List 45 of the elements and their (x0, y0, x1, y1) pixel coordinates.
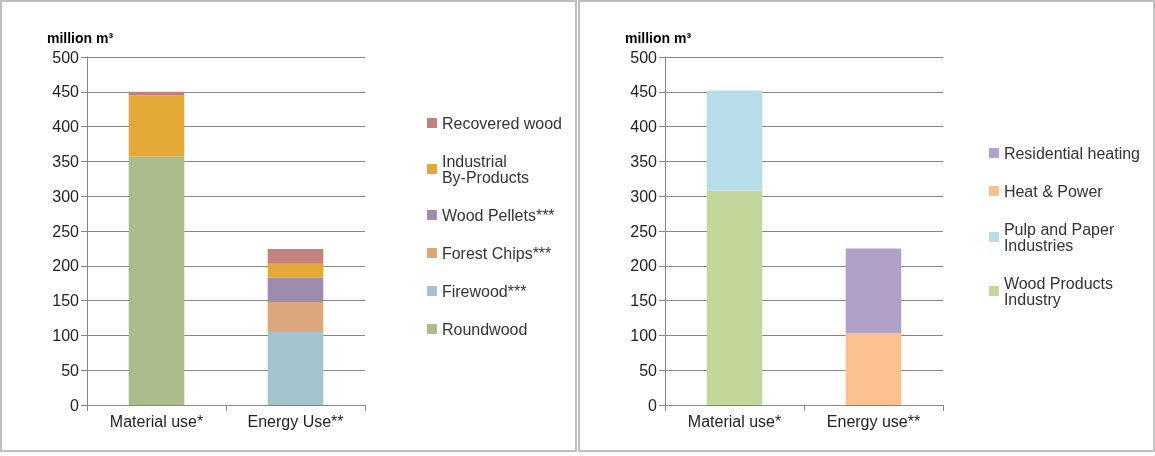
legend-label: Recovered wood (441, 114, 563, 132)
legend-label: Residential heating (1003, 144, 1140, 162)
y-tick-label: 50 (61, 361, 80, 379)
y-tick-label: 200 (52, 257, 80, 275)
bar (267, 249, 324, 264)
y-tick-label: 0 (648, 396, 658, 414)
legend-label: Wood Products Industry (1003, 274, 1118, 308)
y-tick-label: 150 (630, 292, 658, 310)
y-tick-label: 500 (630, 48, 658, 66)
y-tick-label: 300 (52, 187, 80, 205)
legend-label: Heat & Power (1003, 182, 1104, 200)
bar (128, 95, 185, 157)
y-tick-label: 400 (52, 118, 80, 136)
y-tick-label: 150 (52, 292, 80, 310)
y-tick-label: 350 (52, 152, 80, 170)
y-tick-label: 250 (52, 222, 80, 240)
y-tick-label: 500 (52, 48, 80, 66)
y-axis-title: million m³ (47, 30, 114, 46)
y-tick-label: 400 (630, 118, 658, 136)
y-tick-label: 100 (52, 326, 80, 344)
bar (267, 277, 324, 302)
legend-label: Wood Pellets*** (441, 206, 555, 224)
x-tick-label: Material use* (109, 412, 204, 430)
x-tick-label: Energy Use** (247, 412, 344, 430)
legend-label: Pulp and Paper Industries (1003, 220, 1119, 254)
y-tick-label: 0 (70, 396, 80, 414)
bar (267, 263, 324, 278)
y-tick-label: 450 (630, 83, 658, 101)
legend-label: Forest Chips*** (441, 244, 552, 262)
y-tick-label: 250 (630, 222, 658, 240)
bar (267, 301, 324, 332)
y-tick-label: 450 (52, 83, 80, 101)
bar (267, 331, 324, 405)
y-tick-label: 50 (639, 361, 658, 379)
x-tick-label: Material use* (687, 412, 782, 430)
x-tick-label: Energy use** (826, 412, 921, 430)
legend-label: Roundwood (441, 320, 528, 338)
y-tick-label: 350 (630, 152, 658, 170)
y-tick-label: 100 (630, 326, 658, 344)
y-tick-label: 300 (630, 187, 658, 205)
legend-label: Firewood*** (441, 282, 527, 300)
y-tick-label: 200 (630, 257, 658, 275)
y-axis-title: million m³ (625, 30, 692, 46)
bar (128, 156, 185, 405)
legend-label: Industrial By-Products (441, 152, 530, 186)
